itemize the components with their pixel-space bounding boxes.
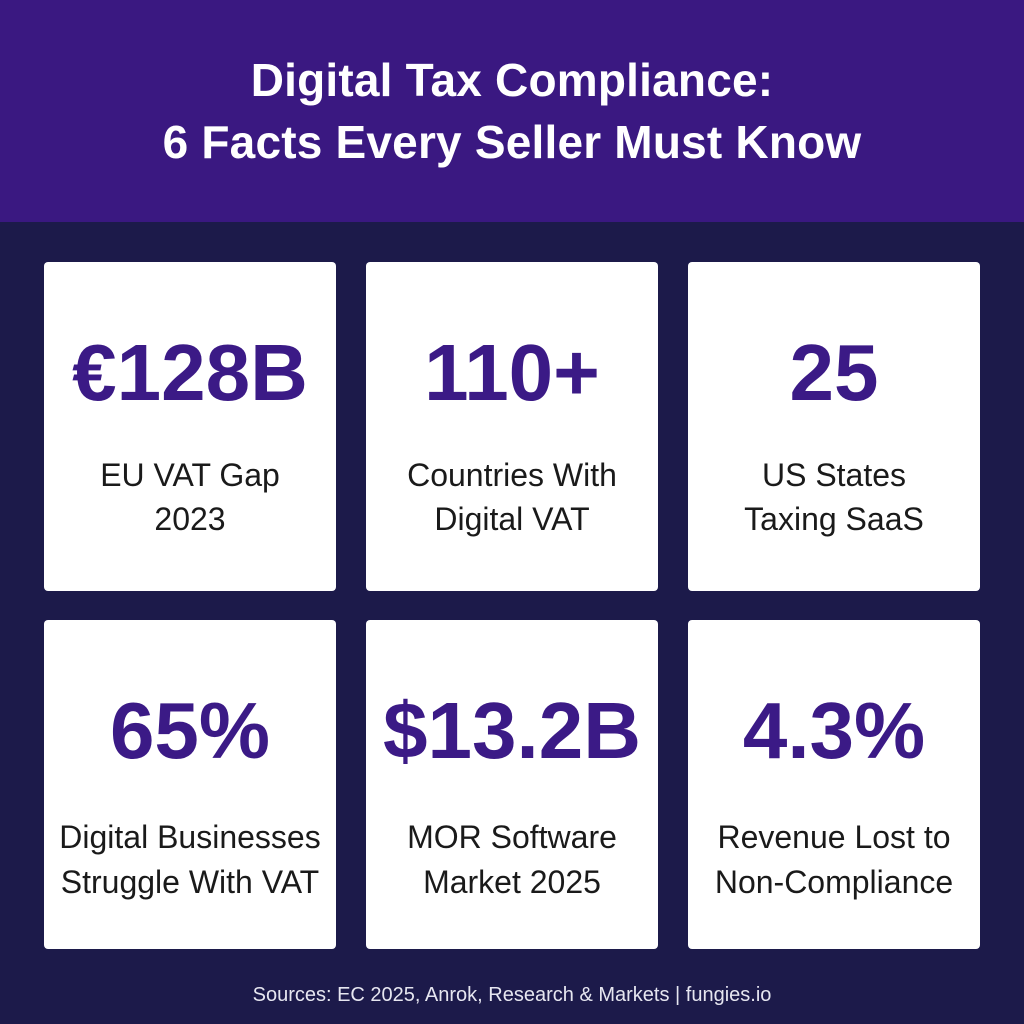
fact-label-line-1: MOR Software (407, 819, 617, 855)
fact-label-line-1: Digital Businesses (59, 819, 321, 855)
fact-label-line-1: Countries With (407, 457, 617, 493)
fact-card-eu-vat-gap: €128B EU VAT Gap 2023 (44, 262, 336, 591)
fact-stat: 110+ (424, 328, 600, 417)
fact-stat: €128B (72, 328, 308, 417)
fact-card-businesses-struggle: 65% Digital Businesses Struggle With VAT (44, 620, 336, 949)
fact-label-line-2: 2023 (154, 501, 226, 537)
page-title-line-2: 6 Facts Every Seller Must Know (162, 116, 862, 168)
fact-stat: 4.3% (742, 686, 926, 775)
fact-label-line-2: Struggle With VAT (60, 864, 320, 900)
sources-footer: Sources: EC 2025, Anrok, Research & Mark… (252, 984, 772, 1006)
page-title-line-1: Digital Tax Compliance: (250, 54, 774, 106)
fact-label-line-2: Non-Compliance (714, 864, 954, 900)
fact-card-revenue-lost: 4.3% Revenue Lost to Non-Compliance (688, 620, 980, 949)
fact-stat: 65% (109, 686, 271, 775)
header-banner: Digital Tax Compliance: 6 Facts Every Se… (0, 0, 1024, 222)
fact-label-line-2: Taxing SaaS (744, 501, 924, 537)
fact-label-line-2: Market 2025 (423, 864, 601, 900)
fact-stat: 25 (789, 328, 879, 417)
fact-card-countries-digital-vat: 110+ Countries With Digital VAT (366, 262, 658, 591)
fact-label-line-1: Revenue Lost to (717, 819, 951, 855)
fact-label-line-2: Digital VAT (434, 501, 590, 537)
fact-card-us-states-saas: 25 US States Taxing SaaS (688, 262, 980, 591)
fact-label-line-1: US States (761, 457, 907, 493)
fact-label-line-1: EU VAT Gap (100, 457, 280, 493)
fact-card-mor-software-market: $13.2B MOR Software Market 2025 (366, 620, 658, 949)
fact-stat: $13.2B (383, 686, 641, 775)
